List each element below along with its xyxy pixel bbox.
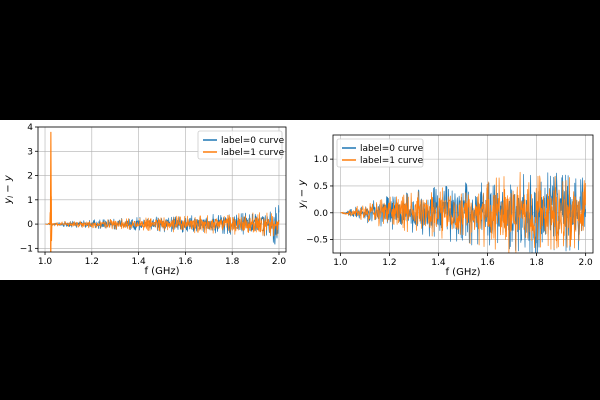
y-tick-label: −0.5 — [306, 236, 328, 246]
y-axis-label: yl − y — [3, 174, 15, 205]
x-tick-label: 1.6 — [178, 257, 193, 267]
x-tick-label: 1.2 — [382, 258, 396, 268]
legend-box — [336, 138, 424, 168]
y-axis-label-sub: l — [301, 200, 309, 202]
y-axis-label: yl − y — [297, 179, 309, 210]
legend-label-1: label=1 curve — [360, 156, 424, 166]
plot-frame — [332, 134, 594, 254]
x-tick-label: 2.0 — [272, 257, 287, 267]
y-tick-label: 1.0 — [314, 155, 329, 165]
plot-frame — [37, 126, 287, 253]
y-axis-label-sub: l — [7, 196, 15, 198]
y-tick-label: 0.5 — [314, 182, 328, 192]
x-tick-label: 1.6 — [480, 258, 495, 268]
legend-label-1: label=1 curve — [221, 148, 285, 158]
series-line-1 — [44, 196, 280, 252]
legend-label-0: label=0 curve — [360, 144, 424, 154]
y-axis-label-rest: − y — [297, 179, 308, 201]
legend: label=0 curve label=1 curve — [197, 130, 285, 160]
x-tick-label: 1.0 — [333, 258, 348, 268]
y-tick-label: 3 — [27, 147, 33, 157]
figure: 1.0 1.2 1.4 1.6 1.8 2.0 −1 0 1 2 3 4 f (GHz) yl − y la… — [0, 120, 600, 280]
x-tick-label: 1.0 — [38, 257, 53, 267]
x-tick-label: 1.4 — [131, 257, 146, 267]
x-tick-label: 1.8 — [225, 257, 240, 267]
x-axis-label: f (GHz) — [144, 266, 179, 277]
x-tick-label: 2.0 — [578, 258, 593, 268]
x-axis-label: f (GHz) — [445, 267, 480, 278]
y-tick-label: 4 — [27, 123, 33, 133]
series-peak-1 — [49, 131, 52, 225]
x-tick-label: 1.2 — [85, 257, 99, 267]
x-tick-label: 1.8 — [529, 258, 544, 268]
y-tick-label: 2 — [27, 172, 33, 182]
y-tick-label: 0 — [27, 220, 33, 230]
chart-panel-1: 1.0 1.2 1.4 1.6 1.8 2.0−0.50.00.51.0f (GHz)yl… — [297, 134, 594, 278]
legend-label-0: label=0 curve — [221, 136, 285, 146]
y-axis-label-main: y — [297, 201, 308, 209]
series-line-1 — [340, 171, 586, 253]
y-axis-label-main: y — [3, 197, 14, 205]
y-tick-label: −1 — [20, 244, 33, 254]
x-tick-label: 1.4 — [431, 258, 446, 268]
y-tick-label: 1 — [27, 196, 33, 206]
y-axis-label-rest: − y — [3, 174, 14, 196]
y-tick-label: 0.0 — [314, 209, 329, 219]
chart-panel-0: 1.0 1.2 1.4 1.6 1.8 2.0 −1 0 1 2 3 4 f (GHz) yl − y la… — [3, 123, 287, 277]
legend-box — [197, 130, 283, 160]
legend: label=0 curve label=1 curve — [336, 138, 424, 168]
